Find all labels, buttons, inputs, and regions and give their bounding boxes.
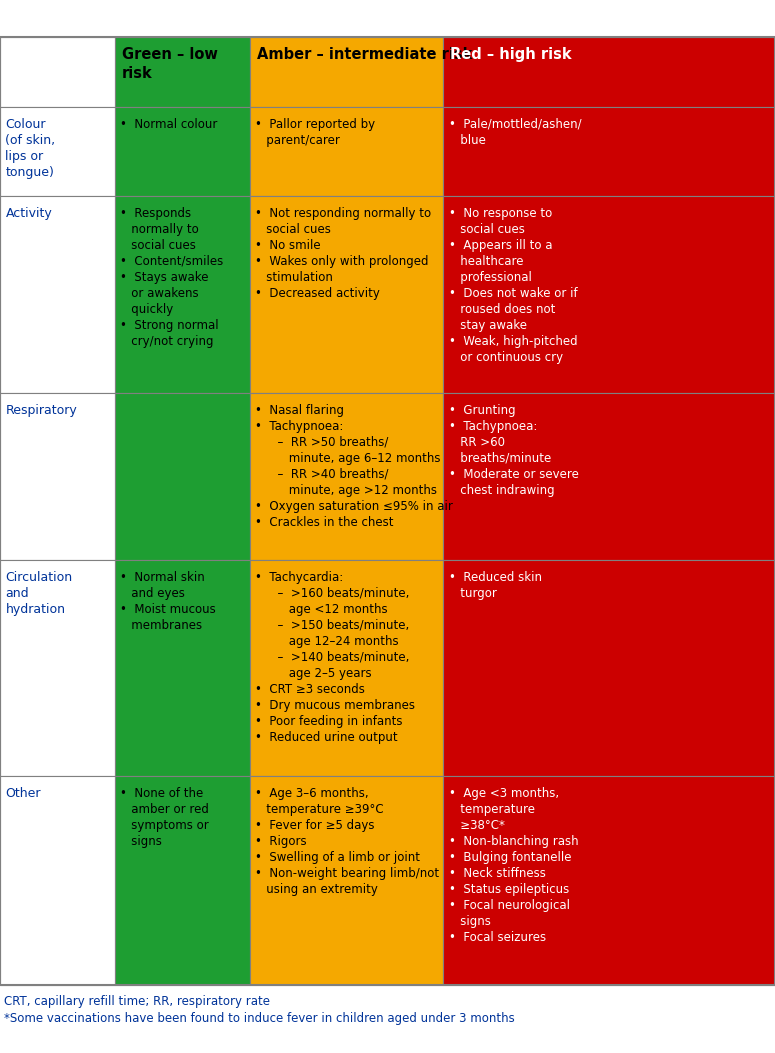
- Text: •  Pallor reported by
   parent/carer: • Pallor reported by parent/carer: [255, 118, 375, 146]
- Text: •  None of the
   amber or red
   symptoms or
   signs: • None of the amber or red symptoms or s…: [120, 787, 209, 848]
- Text: Red – high risk: Red – high risk: [450, 47, 572, 62]
- Bar: [443, 560, 775, 776]
- Text: •  Normal colour: • Normal colour: [120, 118, 218, 131]
- Text: Respiratory: Respiratory: [5, 403, 78, 417]
- Bar: [443, 393, 775, 560]
- Bar: [115, 560, 250, 776]
- Text: •  Reduced skin
   turgor: • Reduced skin turgor: [449, 571, 542, 599]
- Bar: [443, 776, 775, 985]
- Text: Green – low
risk: Green – low risk: [122, 47, 218, 81]
- Text: •  Responds
   normally to
   social cues
•  Content/smiles
•  Stays awake
   or: • Responds normally to social cues • Con…: [120, 206, 223, 347]
- Bar: [443, 107, 775, 196]
- Text: Other: Other: [5, 787, 41, 799]
- Text: •  Nasal flaring
•  Tachypnoea:
      –  RR >50 breaths/
         minute, age 6–: • Nasal flaring • Tachypnoea: – RR >50 b…: [255, 403, 453, 529]
- Text: Amber – intermediate risk: Amber – intermediate risk: [257, 47, 472, 62]
- Bar: [115, 107, 250, 196]
- Bar: [115, 776, 250, 985]
- Bar: [250, 37, 443, 107]
- Bar: [250, 196, 443, 393]
- Text: •  Not responding normally to
   social cues
•  No smile
•  Wakes only with prol: • Not responding normally to social cues…: [255, 206, 431, 300]
- Bar: [115, 37, 250, 107]
- Text: •  No response to
   social cues
•  Appears ill to a
   healthcare
   profession: • No response to social cues • Appears i…: [449, 206, 577, 363]
- Bar: [0, 393, 115, 560]
- Text: •  Pale/mottled/ashen/
   blue: • Pale/mottled/ashen/ blue: [449, 118, 581, 146]
- Text: •  Age 3–6 months,
   temperature ≥39°C
•  Fever for ≥5 days
•  Rigors
•  Swelli: • Age 3–6 months, temperature ≥39°C • Fe…: [255, 787, 439, 896]
- Bar: [443, 196, 775, 393]
- Text: CRT, capillary refill time; RR, respiratory rate
*Some vaccinations have been fo: CRT, capillary refill time; RR, respirat…: [4, 995, 515, 1025]
- Text: Circulation
and
hydration: Circulation and hydration: [5, 571, 73, 616]
- Bar: [250, 107, 443, 196]
- Bar: [0, 37, 115, 107]
- Bar: [0, 196, 115, 393]
- Bar: [115, 393, 250, 560]
- Bar: [250, 560, 443, 776]
- Bar: [115, 196, 250, 393]
- Bar: [0, 776, 115, 985]
- Bar: [250, 393, 443, 560]
- Text: •  Tachycardia:
      –  >160 beats/minute,
         age <12 months
      –  >15: • Tachycardia: – >160 beats/minute, age …: [255, 571, 415, 743]
- Bar: [0, 107, 115, 196]
- Text: •  Normal skin
   and eyes
•  Moist mucous
   membranes: • Normal skin and eyes • Moist mucous me…: [120, 571, 216, 632]
- Text: •  Grunting
•  Tachypnoea:
   RR >60
   breaths/minute
•  Moderate or severe
   : • Grunting • Tachypnoea: RR >60 breaths/…: [449, 403, 579, 497]
- Text: Activity: Activity: [5, 206, 52, 220]
- Text: •  Age <3 months,
   temperature
   ≥38°C*
•  Non-blanching rash
•  Bulging font: • Age <3 months, temperature ≥38°C* • No…: [449, 787, 578, 943]
- Bar: [443, 37, 775, 107]
- Bar: [0, 560, 115, 776]
- Text: Colour
(of skin,
lips or
tongue): Colour (of skin, lips or tongue): [5, 118, 56, 179]
- Bar: [250, 776, 443, 985]
